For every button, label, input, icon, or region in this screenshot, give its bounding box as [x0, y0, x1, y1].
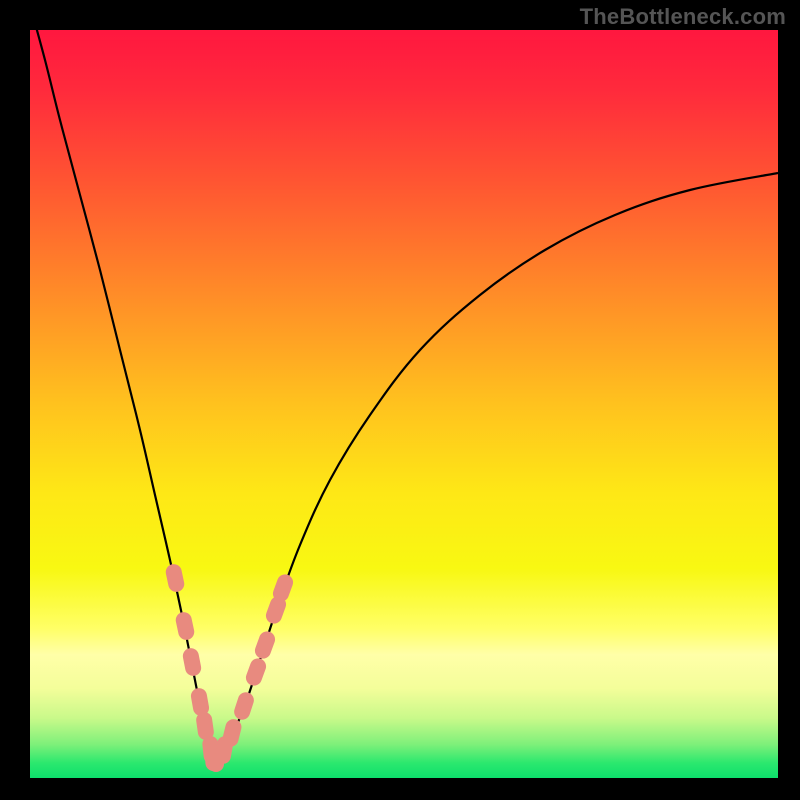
- chart-container: TheBottleneck.com: [0, 0, 800, 800]
- gradient-background: [30, 30, 778, 778]
- watermark-text: TheBottleneck.com: [580, 4, 786, 30]
- bottleneck-chart: [0, 0, 800, 800]
